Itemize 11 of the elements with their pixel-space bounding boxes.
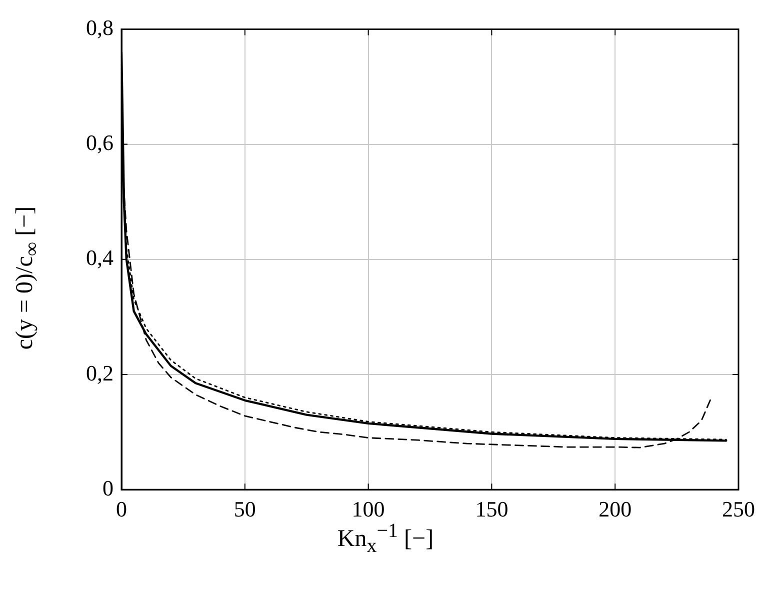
y-tick-label: 0,2	[86, 360, 114, 386]
x-tick-label: 100	[352, 496, 385, 522]
x-tick-label: 150	[475, 496, 508, 522]
y-tick-label: 0	[102, 475, 114, 500]
x-tick-label: 50	[234, 496, 256, 522]
x-axis-title: Kn$_{x}$$^{−1}$ [−]	[336, 520, 435, 558]
x-tick-label: 250	[722, 496, 755, 522]
y-tick-label: 0,4	[86, 245, 114, 270]
y-tick-label: 0,6	[86, 130, 114, 156]
x-tick-label: 200	[598, 496, 632, 522]
y-tick-label: 0,8	[86, 14, 114, 40]
